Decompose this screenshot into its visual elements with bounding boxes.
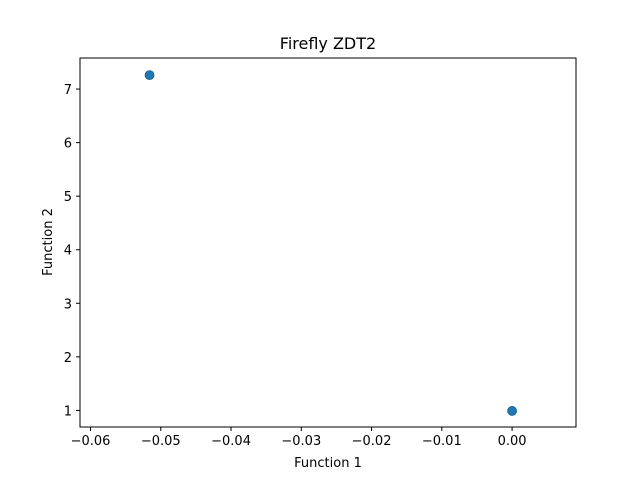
data-point — [144, 70, 155, 81]
y-tick-label: 7 — [64, 83, 72, 98]
plot-frame — [79, 57, 577, 428]
x-axis-label: Function 1 — [294, 456, 362, 471]
y-tick-label: 1 — [64, 404, 72, 419]
x-tick-label: −0.01 — [422, 434, 462, 449]
x-tick-label: −0.02 — [352, 434, 392, 449]
y-tick-label: 2 — [64, 351, 72, 366]
data-points — [144, 70, 517, 416]
x-tick-label: −0.06 — [71, 434, 111, 449]
y-tick-label: 5 — [64, 190, 72, 205]
x-tick-label: −0.03 — [281, 434, 321, 449]
y-tick-label: 6 — [64, 137, 72, 152]
chart-title: Firefly ZDT2 — [280, 34, 376, 53]
y-tick-label: 4 — [64, 244, 72, 259]
x-tick-label: 0.00 — [498, 434, 527, 449]
x-tick-label: −0.04 — [211, 434, 251, 449]
x-axis-ticks: −0.06 −0.05 −0.04 −0.03 −0.02 −0.01 0.00 — [71, 427, 527, 449]
x-tick-label: −0.05 — [141, 434, 181, 449]
data-point — [507, 406, 517, 416]
y-axis-ticks: 1 2 3 4 5 6 7 — [64, 83, 80, 419]
y-tick-label: 3 — [64, 297, 72, 312]
y-axis-label: Function 2 — [41, 208, 56, 276]
